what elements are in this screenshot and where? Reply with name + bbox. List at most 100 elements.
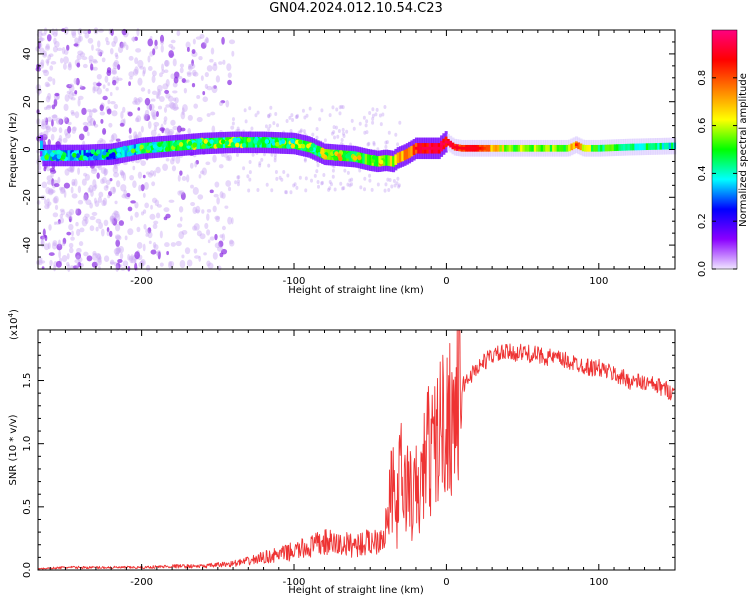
scatter-point xyxy=(83,125,89,132)
scatter-point xyxy=(86,115,93,123)
scatter-point xyxy=(196,117,203,123)
scatter-point xyxy=(376,182,380,187)
ridge-core xyxy=(549,144,553,152)
scatter-point xyxy=(177,75,183,80)
scatter-point xyxy=(85,199,92,205)
scatter-point xyxy=(116,77,123,81)
scatter-point xyxy=(180,192,186,200)
scatter-point xyxy=(190,202,196,207)
scatter-point xyxy=(192,206,198,215)
ridge-core xyxy=(600,144,603,152)
scatter-point xyxy=(256,110,260,115)
scatter-point xyxy=(181,254,185,259)
scatter-point xyxy=(178,231,185,240)
scatter-point xyxy=(216,246,223,252)
scatter-point xyxy=(110,218,115,225)
snr-panel: -200 -100 0 100 0.0 0.5 1.0 1.5 Height of stra… xyxy=(7,309,676,596)
scatter-point xyxy=(70,186,74,194)
scatter-point xyxy=(112,61,119,70)
scatter-point xyxy=(50,61,57,65)
ridge-blob xyxy=(139,144,144,150)
ridge-core xyxy=(412,144,416,155)
scatter-point xyxy=(359,185,363,190)
scatter-point xyxy=(320,108,324,113)
scatter-point xyxy=(228,39,236,45)
scatter-point xyxy=(88,110,93,118)
scatter-point xyxy=(98,28,104,33)
x-tick-label: -100 xyxy=(283,577,306,588)
scatter-point xyxy=(159,72,163,78)
scatter-point xyxy=(349,142,353,147)
scatter-point xyxy=(218,61,223,65)
scatter-point xyxy=(36,200,41,205)
scatter-point xyxy=(69,164,75,173)
scatter-point xyxy=(68,242,74,249)
ridge-blob xyxy=(152,144,158,149)
scatter-point xyxy=(286,173,290,178)
scatter-point xyxy=(99,137,104,143)
scatter-point xyxy=(221,36,225,45)
scatter-point xyxy=(181,175,187,181)
scatter-point xyxy=(127,253,131,261)
scatter-point xyxy=(68,83,74,88)
ridge-core xyxy=(126,145,130,157)
scatter-point xyxy=(99,139,106,145)
scatter-point xyxy=(66,231,72,236)
scatter-point xyxy=(224,205,229,209)
scatter-point xyxy=(109,177,113,182)
scatter-point xyxy=(115,246,121,255)
ridge-core xyxy=(369,154,373,166)
scatter-point xyxy=(236,126,240,131)
scatter-point xyxy=(44,235,48,242)
scatter-point xyxy=(82,216,88,222)
ridge-peak xyxy=(469,146,473,150)
ridge-blob xyxy=(146,145,151,151)
ridge-blob xyxy=(172,142,178,147)
scatter-point xyxy=(127,111,133,117)
scatter-point xyxy=(115,252,120,257)
scatter-point xyxy=(163,116,168,122)
scatter-point xyxy=(159,95,165,102)
scatter-point xyxy=(87,37,94,44)
scatter-point xyxy=(207,262,214,269)
ridge-peak xyxy=(451,144,455,148)
scatter-point xyxy=(144,202,150,209)
scatter-point xyxy=(151,70,157,77)
scatter-point xyxy=(53,195,59,204)
scatter-point xyxy=(64,117,70,125)
scatter-point xyxy=(100,118,104,124)
scatter-point xyxy=(102,84,106,89)
ridge-core xyxy=(536,144,539,152)
scatter-point xyxy=(82,30,88,35)
ridge-core xyxy=(586,144,590,152)
scatter-point xyxy=(41,133,48,141)
scatter-point xyxy=(168,130,173,137)
scatter-point xyxy=(115,138,121,142)
ridge-core xyxy=(595,144,599,152)
scatter-point xyxy=(91,211,98,216)
scatter-point xyxy=(88,184,94,193)
ridge-blob xyxy=(290,138,295,144)
spectrogram-x-label: Height of straight line (km) xyxy=(288,285,424,296)
scatter-point xyxy=(292,183,296,188)
ridge-blob xyxy=(264,139,270,144)
scatter-point xyxy=(91,109,98,113)
ridge-core xyxy=(401,150,405,162)
scatter-point xyxy=(53,183,60,188)
ridge-core xyxy=(593,144,597,152)
scatter-point xyxy=(122,172,127,182)
scatter-point xyxy=(145,233,149,237)
scatter-point xyxy=(130,215,133,221)
scatter-point xyxy=(92,253,98,261)
ridge-core xyxy=(293,138,297,149)
scatter-point xyxy=(127,228,134,236)
scatter-point xyxy=(53,98,58,107)
scatter-point xyxy=(186,174,190,183)
scatter-point xyxy=(157,94,161,99)
scatter-point xyxy=(111,110,118,117)
scatter-point xyxy=(165,158,170,162)
x-tick-label: 100 xyxy=(589,276,608,287)
scatter-point xyxy=(59,57,64,64)
ridge-core xyxy=(561,144,565,152)
ridge-blob xyxy=(274,141,280,147)
